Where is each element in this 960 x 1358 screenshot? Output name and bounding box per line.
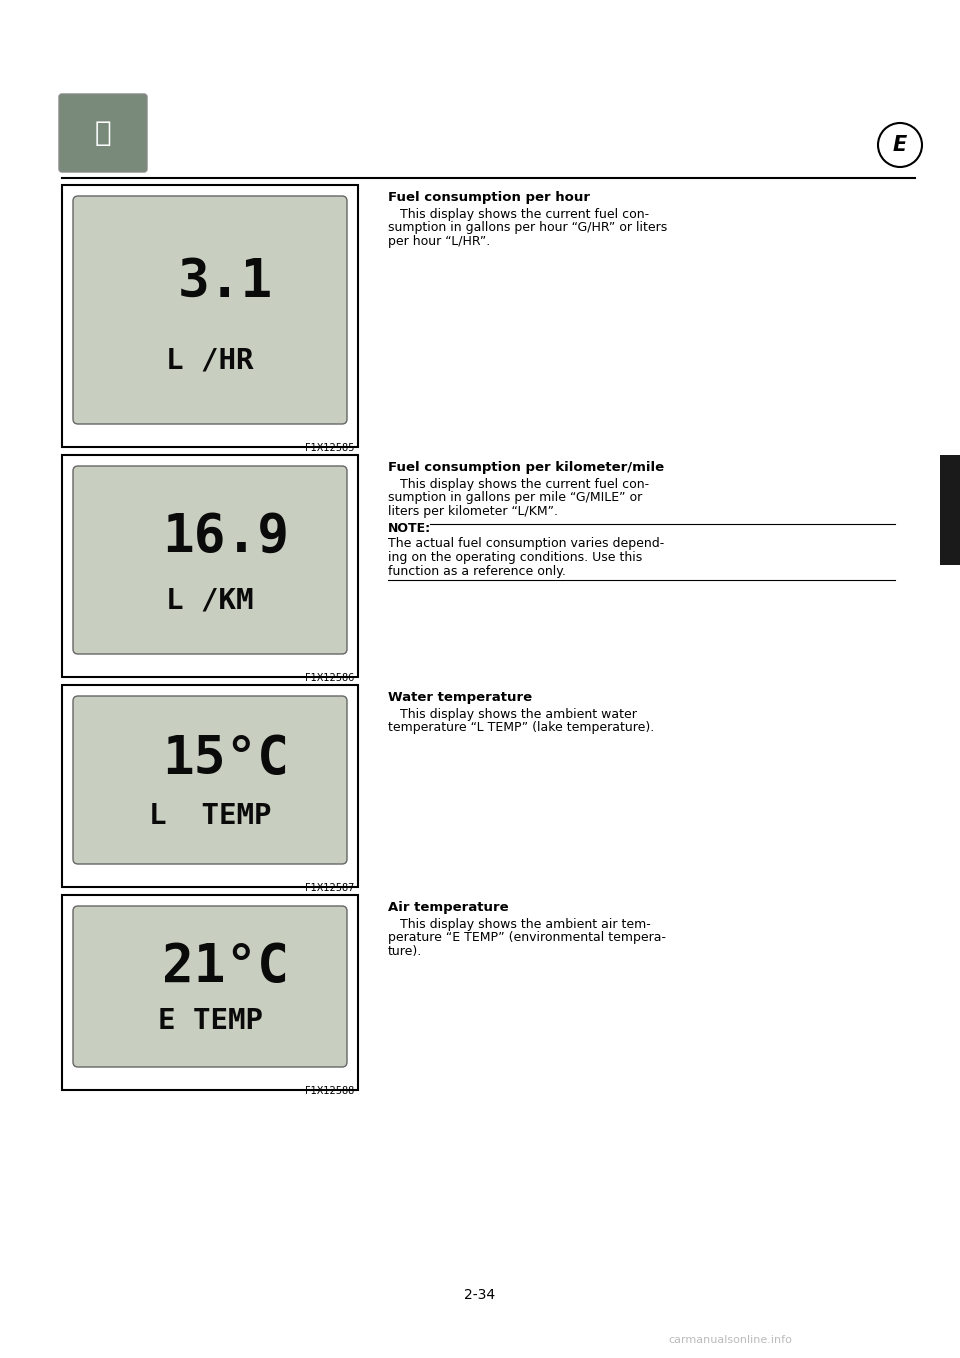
Text: sumption in gallons per mile “G/MILE” or: sumption in gallons per mile “G/MILE” or xyxy=(388,492,642,505)
Text: NOTE:: NOTE: xyxy=(388,523,431,535)
Text: perature “E TEMP” (environmental tempera-: perature “E TEMP” (environmental tempera… xyxy=(388,932,666,945)
Bar xyxy=(62,895,358,1090)
Text: This display shows the ambient air tem-: This display shows the ambient air tem- xyxy=(388,918,651,932)
FancyBboxPatch shape xyxy=(73,697,347,864)
Text: L /KM: L /KM xyxy=(166,587,253,615)
Text: L  TEMP: L TEMP xyxy=(149,803,272,830)
Text: temperature “L TEMP” (lake temperature).: temperature “L TEMP” (lake temperature). xyxy=(388,721,655,735)
Text: Fuel consumption per hour: Fuel consumption per hour xyxy=(388,191,590,204)
Text: L /HR: L /HR xyxy=(166,346,253,375)
Text: 2-34: 2-34 xyxy=(465,1287,495,1302)
Text: ture).: ture). xyxy=(388,945,422,957)
Text: This display shows the current fuel con-: This display shows the current fuel con- xyxy=(388,478,649,492)
Text: 16.9: 16.9 xyxy=(162,511,289,562)
Bar xyxy=(62,684,358,887)
Text: This display shows the ambient water: This display shows the ambient water xyxy=(388,708,636,721)
Text: liters per kilometer “L/KM”.: liters per kilometer “L/KM”. xyxy=(388,505,558,517)
Text: 15°C: 15°C xyxy=(162,733,289,785)
Text: Air temperature: Air temperature xyxy=(388,900,509,914)
Text: 21°C: 21°C xyxy=(162,941,289,993)
Text: E: E xyxy=(893,134,907,155)
Text: Fuel consumption per kilometer/mile: Fuel consumption per kilometer/mile xyxy=(388,460,664,474)
Bar xyxy=(940,455,960,565)
Text: function as a reference only.: function as a reference only. xyxy=(388,565,565,577)
Bar xyxy=(62,185,358,447)
Text: ing on the operating conditions. Use this: ing on the operating conditions. Use thi… xyxy=(388,551,642,564)
Text: F1X12585: F1X12585 xyxy=(304,443,354,454)
Text: 3.1: 3.1 xyxy=(179,255,274,308)
Text: per hour “L/HR”.: per hour “L/HR”. xyxy=(388,235,491,249)
FancyBboxPatch shape xyxy=(73,466,347,655)
Text: This display shows the current fuel con-: This display shows the current fuel con- xyxy=(388,208,649,221)
Text: carmanualsonline.info: carmanualsonline.info xyxy=(668,1335,792,1344)
Text: F1X12588: F1X12588 xyxy=(304,1086,354,1096)
Text: F1X12586: F1X12586 xyxy=(304,674,354,683)
FancyBboxPatch shape xyxy=(73,906,347,1067)
Text: F1X12587: F1X12587 xyxy=(304,883,354,894)
Text: E TEMP: E TEMP xyxy=(157,1008,262,1035)
Text: sumption in gallons per hour “G/HR” or liters: sumption in gallons per hour “G/HR” or l… xyxy=(388,221,667,235)
FancyBboxPatch shape xyxy=(59,94,147,172)
Text: The actual fuel consumption varies depend-: The actual fuel consumption varies depen… xyxy=(388,538,664,550)
Bar xyxy=(62,455,358,678)
Text: Water temperature: Water temperature xyxy=(388,691,532,703)
FancyBboxPatch shape xyxy=(73,196,347,424)
Text: 🚤: 🚤 xyxy=(95,120,111,147)
